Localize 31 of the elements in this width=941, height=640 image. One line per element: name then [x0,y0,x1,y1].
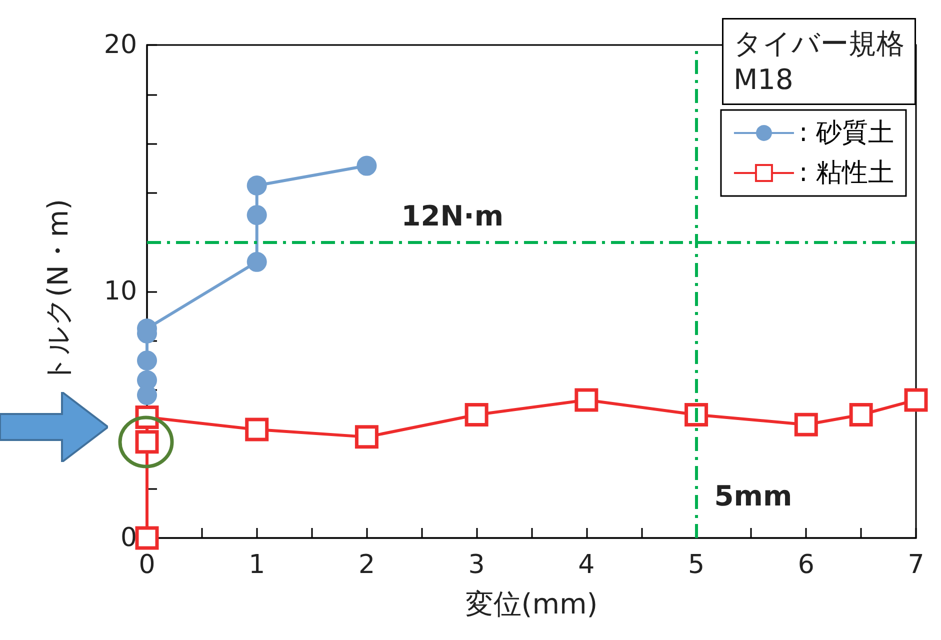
annotation: タイバー規格 M18 [734,27,904,96]
point [904,388,928,412]
x-tick-label: 7 [908,550,924,580]
point [245,418,269,442]
point [849,403,873,426]
ref-line-label: 5mm [714,480,792,512]
point [137,350,157,371]
x-tick-label: 2 [358,550,375,580]
legend-label: : 粘性土 [798,158,894,188]
point [794,412,818,436]
ref-line-label: 12N·m [401,200,504,233]
point [246,205,267,226]
point [574,388,598,412]
point [135,526,159,550]
point [246,252,267,272]
x-axis-title: 変位(mm) [465,588,598,620]
y-tick-label: 0 [120,523,137,553]
x-tick-label: 4 [578,550,595,580]
x-tick-label: 6 [798,550,814,580]
x-tick-label: 1 [248,550,266,580]
y-tick-label: 20 [104,30,137,60]
point [246,176,267,196]
x-tick-label: 3 [468,550,485,580]
y-tick-label: 10 [104,276,137,306]
point [464,403,488,426]
point [356,156,377,176]
y-axis-title: トルク(N・m) [42,198,74,384]
legend-label: : 砂質土 [798,118,894,148]
x-tick-label: 0 [138,550,156,580]
x-tick-label: 5 [688,550,705,580]
point [354,425,378,449]
